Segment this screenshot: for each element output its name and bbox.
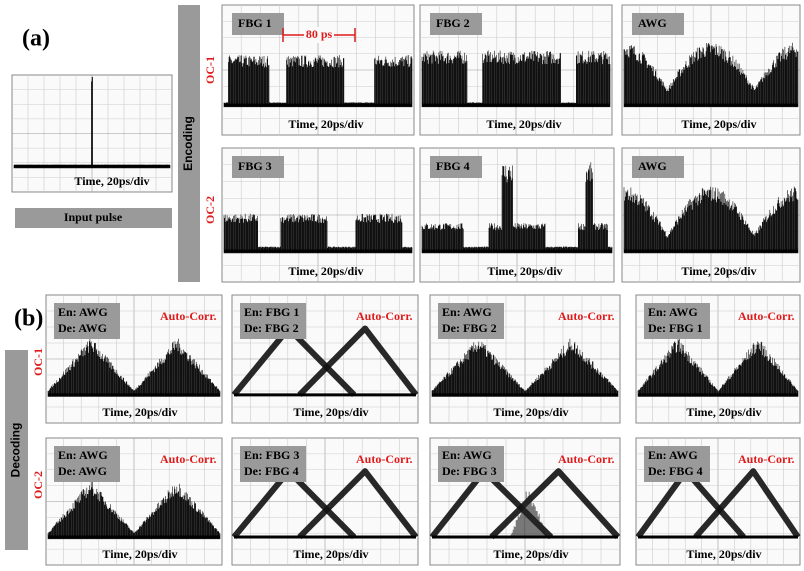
annotation: Auto-Corr.	[738, 309, 795, 323]
encoder-label: En: FBG 3	[244, 448, 299, 462]
annotation: Auto-Corr.	[356, 452, 413, 466]
encoder-label: En: AWG	[58, 448, 108, 462]
tag-label: AWG	[638, 16, 667, 30]
axis-label: Time, 20ps/div	[681, 117, 756, 131]
annotation: Auto-Corr.	[356, 309, 413, 323]
group-label: Encoding	[181, 116, 195, 171]
decoder-label: De: FBG 3	[442, 464, 497, 478]
axis-label: Time, 20ps/div	[493, 547, 568, 561]
annotation: Auto-Corr.	[738, 452, 795, 466]
axis-label: Time, 20ps/div	[486, 117, 561, 131]
panel-label: (a)	[22, 26, 50, 52]
axis-label: Time, 20ps/div	[74, 174, 149, 188]
axis-label: Time, 20ps/div	[686, 405, 761, 419]
tag-label: AWG	[638, 159, 667, 173]
decoder-label: De: FBG 1	[648, 321, 703, 335]
row-label: OC-2	[31, 471, 45, 499]
decoder-label: De: FBG 2	[244, 321, 299, 335]
axis-label: Time, 20ps/div	[293, 405, 368, 419]
group-label: Decoding	[9, 423, 23, 478]
axis-label: Time, 20ps/div	[293, 547, 368, 561]
encoder-label: En: AWG	[648, 305, 698, 319]
row-label: OC-1	[31, 348, 45, 376]
axis-label: Time, 20ps/div	[102, 405, 177, 419]
decoder-label: De: AWG	[58, 464, 107, 478]
annotation: Auto-Corr.	[160, 309, 217, 323]
axis-label: Time, 20ps/div	[686, 547, 761, 561]
tag-label: FBG 1	[238, 16, 272, 30]
decoder-label: De: FBG 4	[648, 464, 703, 478]
axis-label: Time, 20ps/div	[493, 405, 568, 419]
row-label: OC-1	[203, 56, 217, 84]
annotation: Auto-Corr.	[160, 452, 217, 466]
trace	[224, 214, 412, 253]
annotation: 80 ps	[306, 27, 333, 41]
encoder-label: En: AWG	[648, 448, 698, 462]
tag-label: FBG 3	[238, 159, 272, 173]
panel-label: (b)	[14, 306, 43, 332]
axis-label: Time, 20ps/div	[681, 264, 756, 278]
decoder-label: De: AWG	[58, 321, 107, 335]
annotation: Auto-Corr.	[558, 309, 615, 323]
encoder-label: En: FBG 1	[244, 305, 299, 319]
axis-label: Time, 20ps/div	[487, 264, 562, 278]
encoder-label: En: AWG	[442, 305, 492, 319]
axis-label: Time, 20ps/div	[288, 264, 363, 278]
encoder-label: En: AWG	[442, 448, 492, 462]
decoder-label: De: FBG 4	[244, 464, 299, 478]
tag-label: FBG 4	[436, 159, 470, 173]
annotation: Auto-Corr.	[558, 452, 615, 466]
figure: (a) Time, 20ps/div Input pulse Encoding OC-1…	[0, 0, 804, 571]
decoder-label: De: FBG 2	[442, 321, 497, 335]
tag-label: FBG 2	[436, 16, 470, 30]
axis-label: Time, 20ps/div	[288, 117, 363, 131]
page: (a) Time, 20ps/div Input pulse Encoding OC-1…	[0, 0, 804, 571]
row-label: OC-2	[203, 196, 217, 224]
encoder-label: En: AWG	[58, 305, 108, 319]
axis-label: Time, 20ps/div	[102, 547, 177, 561]
caption: Input pulse	[64, 210, 123, 224]
